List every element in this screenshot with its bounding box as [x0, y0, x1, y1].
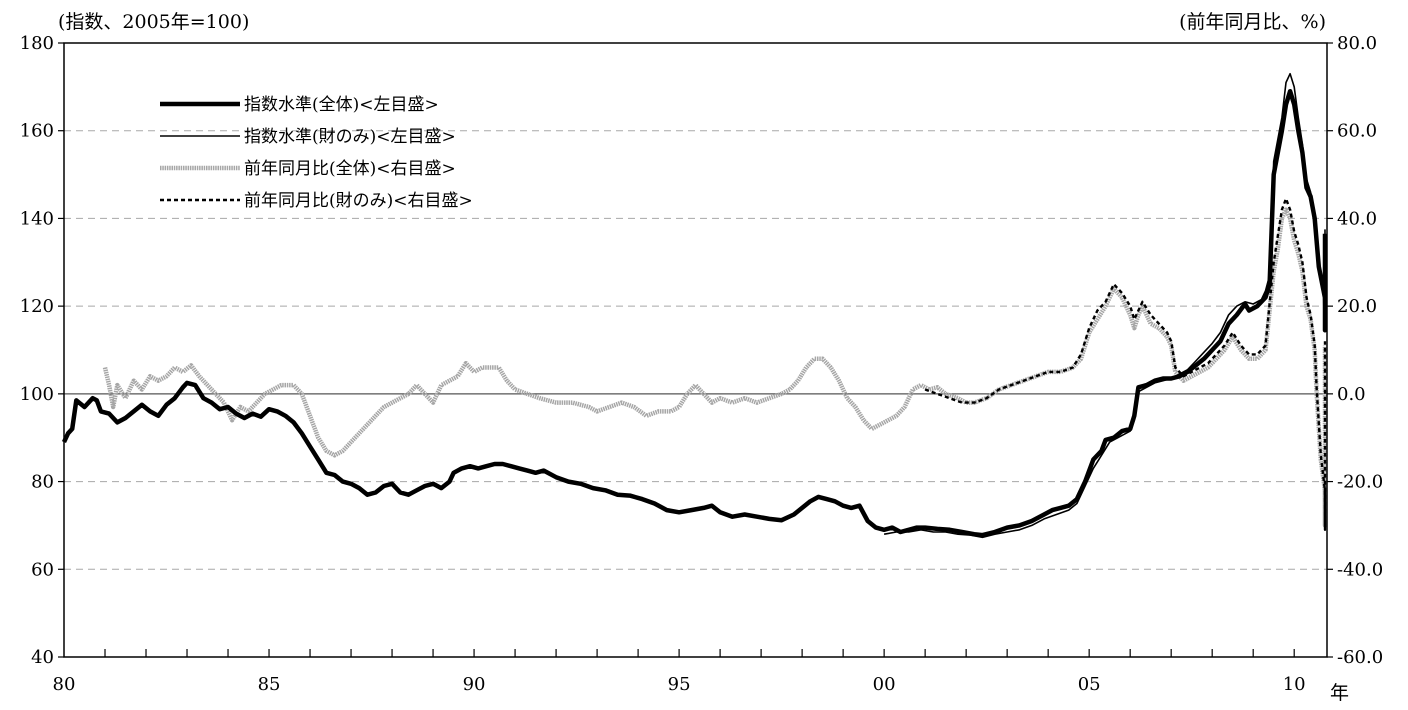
series-line-dotted-black [924, 197, 1327, 531]
x-unit-suffix: 年 [1330, 682, 1349, 704]
left-tick-label: 100 [20, 384, 54, 405]
legend: 指数水準(全体)<左目盛> 指数水準(財のみ)<左目盛> 前年同月比(全体)<右目盛… [160, 95, 473, 211]
ticks: 40 60 80 100 120 140 160 180 -60.0 -40.0 -20.0 0.0 2… [20, 33, 1384, 695]
right-tick-label: 60.0 [1337, 121, 1377, 142]
x-tick-label: 85 [258, 674, 281, 695]
right-tick-label: -40.0 [1337, 559, 1383, 580]
right-tick-label: -60.0 [1337, 647, 1383, 668]
left-tick-label: 80 [31, 472, 54, 493]
legend-label: 前年同月比(全体)<右目盛> [244, 159, 456, 179]
left-tick-label: 140 [20, 208, 54, 229]
right-tick-label: -20.0 [1337, 472, 1383, 493]
grid-lines [64, 130, 1327, 570]
right-tick-label: 0.0 [1337, 384, 1366, 405]
x-tick-label: 00 [873, 674, 896, 695]
left-tick-label: 120 [20, 296, 54, 317]
x-tick-label: 95 [668, 674, 691, 695]
x-tick-label: 05 [1078, 674, 1101, 695]
left-tick-label: 40 [31, 647, 54, 668]
left-tick-label: 160 [20, 121, 54, 142]
legend-label: 指数水準(全体)<左目盛> [244, 95, 439, 115]
right-tick-label: 40.0 [1337, 208, 1377, 229]
right-tick-label: 20.0 [1337, 296, 1377, 317]
series-line-thin-black [883, 72, 1326, 539]
x-tick-label: 10 [1283, 674, 1306, 695]
left-tick-label: 180 [20, 33, 54, 54]
right-unit-label: (前年同月比、%) [1179, 11, 1326, 33]
plot-frame [63, 42, 1328, 658]
legend-label: 指数水準(財のみ)<左目盛> [244, 127, 456, 147]
x-tick-label: 80 [53, 674, 76, 695]
x-tick-label: 90 [463, 674, 486, 695]
right-tick-label: 80.0 [1337, 33, 1377, 54]
series-line-thick-black [61, 88, 1328, 538]
series-line-gray-textured [102, 207, 1328, 528]
left-unit-label: (指数、2005年=100) [58, 11, 249, 33]
series-layer [61, 72, 1328, 539]
left-tick-label: 60 [31, 559, 54, 580]
legend-label: 前年同月比(財のみ)<右目盛> [244, 191, 473, 211]
